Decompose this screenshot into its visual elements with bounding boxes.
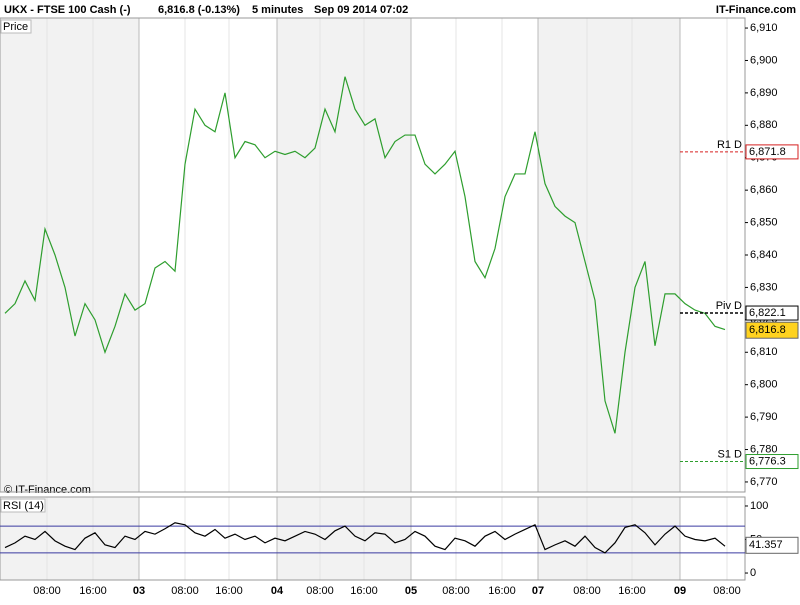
datetime: Sep 09 2014 07:02 [314, 4, 408, 16]
interval: 5 minutes [252, 4, 303, 16]
x-tick-label: 08:00 [713, 585, 741, 597]
x-tick-label: 16:00 [350, 585, 378, 597]
last-value: 6,816.8 [749, 324, 786, 336]
y-tick-label: 6,780 [750, 443, 778, 455]
y-tick-label: 6,810 [750, 346, 778, 358]
panel-title-box [0, 19, 32, 34]
x-tick-label: 08:00 [33, 585, 61, 597]
y-tick-label: 6,830 [750, 281, 778, 293]
level-box [745, 454, 799, 470]
session-shade [277, 497, 411, 580]
y-tick-label: 6,910 [750, 22, 778, 34]
session-shade [0, 18, 139, 492]
session-shade [538, 497, 680, 580]
level-box [745, 305, 799, 321]
level-name: R1 D [717, 139, 742, 151]
panel-frame [0, 496, 746, 581]
x-tick-label: 16:00 [215, 585, 243, 597]
panel-title: RSI (14) [3, 500, 44, 512]
last-value-box [745, 321, 799, 339]
level-name: Piv D [716, 300, 742, 312]
x-tick-label: 04 [271, 585, 284, 597]
series-line [4, 76, 726, 434]
x-tick-label: 16:00 [488, 585, 516, 597]
y-tick-label: 6,880 [750, 119, 778, 131]
session-shade [538, 18, 680, 492]
level-name: S1 D [718, 448, 743, 460]
x-tick-label: 08:00 [573, 585, 601, 597]
level-value: 6,776.3 [749, 455, 786, 467]
x-tick-label: 03 [133, 585, 145, 597]
panel-title-box [0, 498, 46, 513]
x-tick-label: 08:00 [442, 585, 470, 597]
symbol: UKX - FTSE 100 Cash (-) [4, 4, 131, 16]
x-tick-label: 08:00 [171, 585, 199, 597]
y-tick-label: 0 [750, 567, 756, 579]
y-tick-label: 6,860 [750, 184, 778, 196]
x-tick-label: 08:00 [306, 585, 334, 597]
x-tick-label: 16:00 [618, 585, 646, 597]
panel-title: Price [3, 21, 28, 33]
backgrounds [0, 18, 728, 580]
quote: 6,816.8 (-0.13%) [158, 4, 240, 16]
x-tick-label: 09 [674, 585, 686, 597]
y-tick-label: 6,890 [750, 87, 778, 99]
y-tick-label: 6,800 [750, 379, 778, 391]
copyright: © IT-Finance.com [4, 484, 91, 496]
session-shade [277, 18, 411, 492]
y-tick-label: 100 [750, 500, 768, 512]
x-tick-label: 07 [532, 585, 544, 597]
y-tick-label: 6,900 [750, 54, 778, 66]
level-value: 6,822.1 [749, 307, 786, 319]
level-box [745, 144, 799, 160]
last-value: 41.357 [749, 539, 783, 551]
x-tick-label: 05 [405, 585, 417, 597]
y-tick-label: 6,840 [750, 249, 778, 261]
series-line [4, 522, 726, 554]
level-value: 6,871.8 [749, 146, 786, 158]
y-tick-label: 6,850 [750, 216, 778, 228]
brand: IT-Finance.com [716, 4, 796, 16]
y-tick-label: 6,770 [750, 476, 778, 488]
x-tick-label: 16:00 [79, 585, 107, 597]
last-value-box [745, 536, 799, 554]
y-tick-label: 6,790 [750, 411, 778, 423]
